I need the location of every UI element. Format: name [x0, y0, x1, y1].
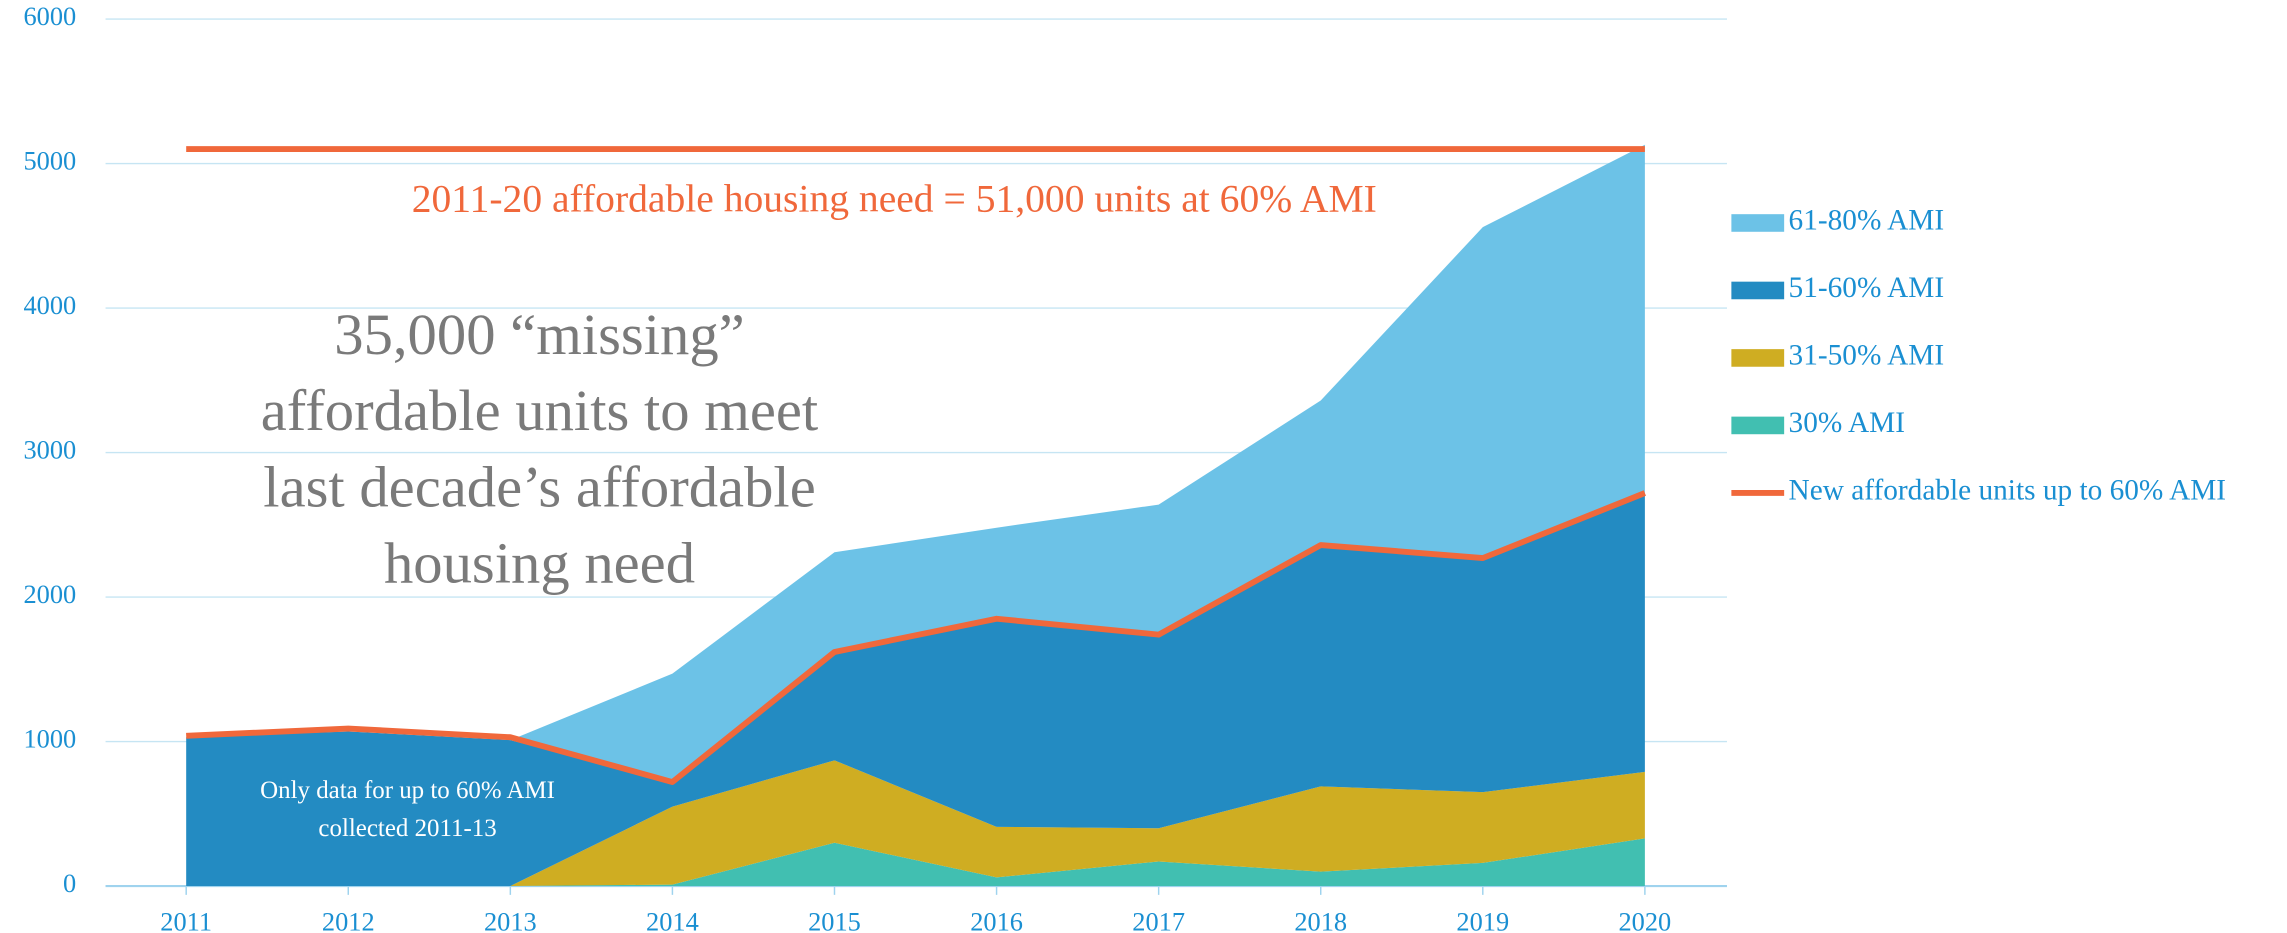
y-tick-label: 4000 — [24, 290, 77, 320]
x-tick-label: 2016 — [970, 906, 1023, 933]
x-tick-label: 2014 — [646, 906, 699, 933]
x-tick-label: 2018 — [1294, 906, 1347, 933]
legend-swatch — [1731, 416, 1785, 435]
legend-label: New affordable units up to 60% AMI — [1789, 475, 2227, 507]
legend-swatch — [1731, 214, 1785, 232]
legend-label: 31-50% AMI — [1789, 340, 1945, 372]
annotation-line: 35,000 “missing” — [334, 302, 744, 367]
y-tick-label: 2000 — [24, 579, 77, 609]
x-tick-label: 2015 — [808, 906, 861, 933]
marks — [186, 146, 1646, 785]
x-tick-label: 2017 — [1132, 906, 1185, 933]
x-tick-label: 2012 — [322, 906, 375, 933]
y-tick-label: 6000 — [24, 1, 77, 31]
annotation: 2011-20 affordable housing need = 51,000… — [412, 177, 1377, 221]
y-tick-label: 5000 — [24, 146, 77, 176]
annotation-line: Only data for up to 60% AMI — [260, 777, 555, 804]
annotation-line: last decade’s affordable — [263, 454, 815, 519]
area — [186, 760, 1645, 887]
annotation: Only data for up to 60% AMI collected 201… — [260, 777, 555, 842]
area — [186, 838, 1645, 887]
annotation-line: collected 2011-13 — [318, 815, 496, 842]
y-tick-label: 3000 — [24, 435, 77, 465]
y-tick-label: 0 — [63, 868, 76, 898]
line — [186, 490, 1646, 785]
legend: 61-80% AMI 51-60% AMI 31-50% AMI 30% AMI New… — [1731, 205, 2226, 507]
area — [186, 494, 1645, 887]
legend-label: 51-60% AMI — [1789, 272, 1945, 304]
x-tick-label: 2020 — [1619, 906, 1672, 933]
legend-swatch — [1731, 281, 1785, 300]
annotation-line: housing need — [384, 531, 695, 596]
annotation: 35,000 “missing” affordable units to meet… — [261, 302, 818, 596]
legend-label: 30% AMI — [1789, 407, 1905, 439]
x-tick-label: 2019 — [1456, 906, 1509, 933]
x-tick-label: 2011 — [160, 906, 212, 933]
legend-label: 61-80% AMI — [1789, 205, 1945, 237]
x-tick-label: 2013 — [484, 906, 537, 933]
area — [186, 144, 1645, 783]
legend-swatch — [1731, 349, 1785, 367]
annotation-line: affordable units to meet — [261, 378, 818, 443]
areas — [186, 144, 1645, 887]
y-tick-label: 1000 — [24, 724, 77, 754]
